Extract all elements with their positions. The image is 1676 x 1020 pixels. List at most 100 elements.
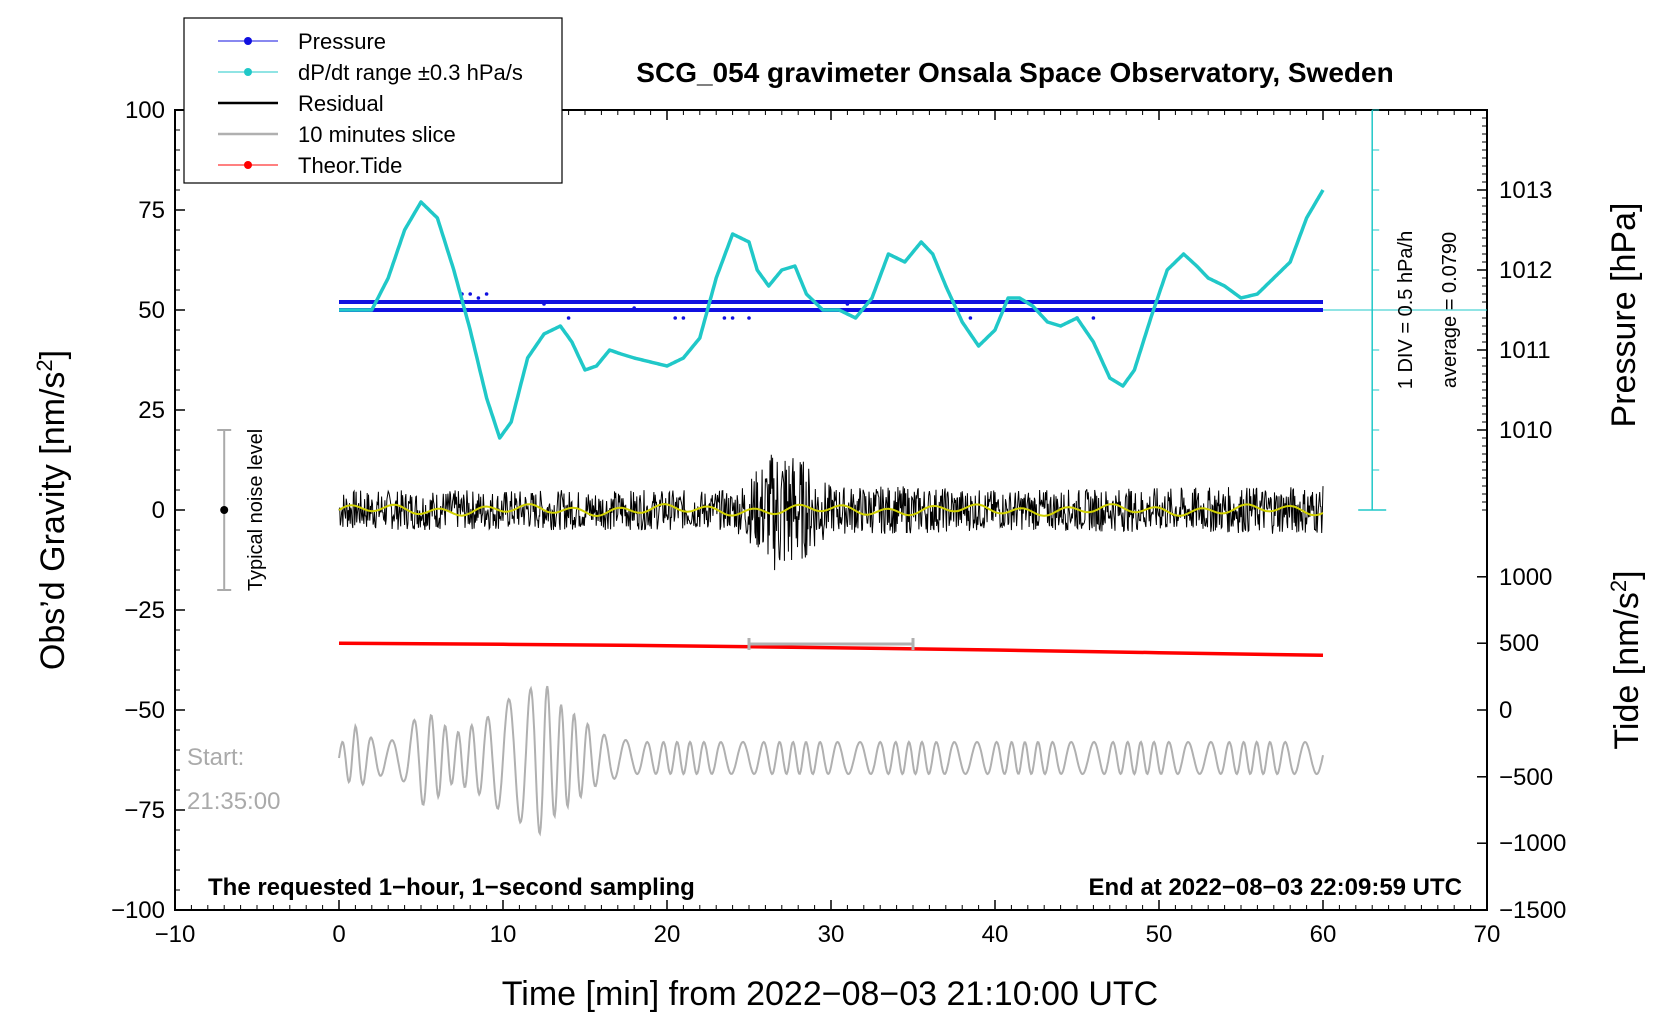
pressure-point xyxy=(1167,308,1171,312)
pressure-point xyxy=(385,308,388,312)
pressure-point xyxy=(591,300,595,304)
pressure-point xyxy=(1270,308,1274,312)
pressure-point xyxy=(842,300,846,304)
div-note: 1 DIV = 0.5 hPa/h xyxy=(1395,231,1417,389)
pressure-point xyxy=(872,300,875,304)
pressure-point xyxy=(845,302,850,306)
tide-tick-label: −1000 xyxy=(1499,830,1566,857)
y-tick-label: 75 xyxy=(138,197,165,224)
y-tick-label: 100 xyxy=(125,97,165,124)
y-axis-title-left-sup: 2 xyxy=(32,359,57,371)
pressure-point xyxy=(680,300,684,304)
legend-items: Pressure dP/dt range ±0.3 hPa/s Residual 10… xyxy=(218,29,523,178)
x-tick-label: 20 xyxy=(654,921,681,948)
pressure-point xyxy=(698,308,702,312)
pressure-point xyxy=(1034,300,1038,304)
x-axis-title: Time [min] from 2022−08−03 21:10:00 UTC xyxy=(502,975,1158,1013)
pressure-point xyxy=(542,302,546,306)
y-axis-title-tide-main: Tide [nm/s xyxy=(1608,592,1646,749)
pressure-point xyxy=(960,300,964,304)
y-axis-title-tide-end: ] xyxy=(1608,570,1646,579)
pressure-point xyxy=(400,300,403,304)
y-tick-label: −25 xyxy=(124,597,165,624)
pressure-point xyxy=(798,308,802,312)
pressure-point xyxy=(632,306,636,310)
pressure-point xyxy=(1315,300,1318,304)
pressure-point xyxy=(730,316,735,320)
pressure-point xyxy=(476,296,481,300)
pressure-point xyxy=(1256,308,1259,312)
legend: Pressure dP/dt range ±0.3 hPa/s Residual 10… xyxy=(183,17,563,184)
pressure-point xyxy=(1049,308,1053,312)
noise-label: Typical noise level xyxy=(245,429,267,591)
pressure-point xyxy=(1288,308,1292,312)
pressure-point xyxy=(993,308,997,312)
tide-tick-label: 0 xyxy=(1499,697,1512,724)
pressure-point xyxy=(1091,316,1096,320)
y-axis-title-pressure: Pressure [hPa] xyxy=(1605,203,1643,428)
pressure-point xyxy=(636,308,639,312)
pressure-point xyxy=(547,308,551,312)
pressure-point xyxy=(566,316,571,320)
pressure-point xyxy=(695,308,698,312)
tide-tick-label: −500 xyxy=(1499,764,1553,791)
pressure-point xyxy=(769,308,772,312)
pressure-point xyxy=(429,300,433,304)
x-tick-label: 40 xyxy=(982,921,1009,948)
pressure-point xyxy=(1005,308,1008,312)
pressure-tick-label: 1013 xyxy=(1499,177,1552,204)
legend-label: Residual xyxy=(298,91,384,116)
pressure-point xyxy=(837,300,841,304)
pressure-point xyxy=(673,316,677,320)
pressure-point xyxy=(473,308,477,312)
pressure-point xyxy=(583,300,587,304)
pressure-point xyxy=(340,300,344,304)
pressure-point xyxy=(520,300,525,304)
pressure-point xyxy=(1064,308,1067,312)
y-tick-label: 0 xyxy=(152,497,165,524)
y-tick-label: 25 xyxy=(138,397,165,424)
y-tick-label: −50 xyxy=(124,697,165,724)
pressure-point xyxy=(1116,300,1120,304)
pressure-point xyxy=(1138,308,1141,312)
pressure-point xyxy=(1211,300,1215,304)
pressure-point xyxy=(488,308,492,312)
pressure-point xyxy=(1093,300,1097,304)
pressure-point xyxy=(724,308,728,312)
pressure-point xyxy=(1226,308,1230,312)
legend-swatch-dot xyxy=(244,68,252,76)
y-axis-title-tide: Tide [nm/s2] xyxy=(1606,570,1646,749)
y-axis-title-left: Obs’d Gravity [nm/s2] xyxy=(32,350,72,670)
pressure-point xyxy=(501,300,505,304)
pressure-point xyxy=(665,308,669,312)
legend-label: dP/dt range ±0.3 hPa/s xyxy=(298,60,523,85)
data-series xyxy=(217,109,1487,837)
pressure-point xyxy=(968,316,973,320)
x-tick-label: 30 xyxy=(818,921,845,948)
pressure-point xyxy=(1300,308,1303,312)
legend-label: Theor.Tide xyxy=(298,153,402,178)
pressure-tick-label: 1012 xyxy=(1499,257,1552,284)
pressure-point xyxy=(650,300,654,304)
legend-label: 10 minutes slice xyxy=(298,122,456,147)
pressure-point xyxy=(562,308,565,312)
pressure-point xyxy=(813,308,816,312)
pressure-point xyxy=(1078,308,1082,312)
tide-tick-label: −1500 xyxy=(1499,897,1566,924)
pressure-point xyxy=(1108,308,1112,312)
pressure-point xyxy=(1241,308,1244,312)
pressure-point xyxy=(747,316,751,320)
axis-ticks: −10 0 10 20 30 40 50 60 701007550250−25−50−75−10… xyxy=(111,97,1566,948)
average-note: average = 0.0790 xyxy=(1439,232,1461,388)
pressure-point xyxy=(577,308,580,312)
pressure-point xyxy=(887,308,890,312)
x-tick-label: 50 xyxy=(1146,921,1173,948)
x-tick-label: 0 xyxy=(332,921,345,948)
x-tick-label: 70 xyxy=(1474,921,1501,948)
pressure-point xyxy=(503,308,506,312)
residual-trace xyxy=(338,454,1324,571)
pressure-point xyxy=(975,308,979,312)
pressure-point xyxy=(946,308,949,312)
x-tick-label: 60 xyxy=(1310,921,1337,948)
noise-center-dot xyxy=(220,506,229,514)
